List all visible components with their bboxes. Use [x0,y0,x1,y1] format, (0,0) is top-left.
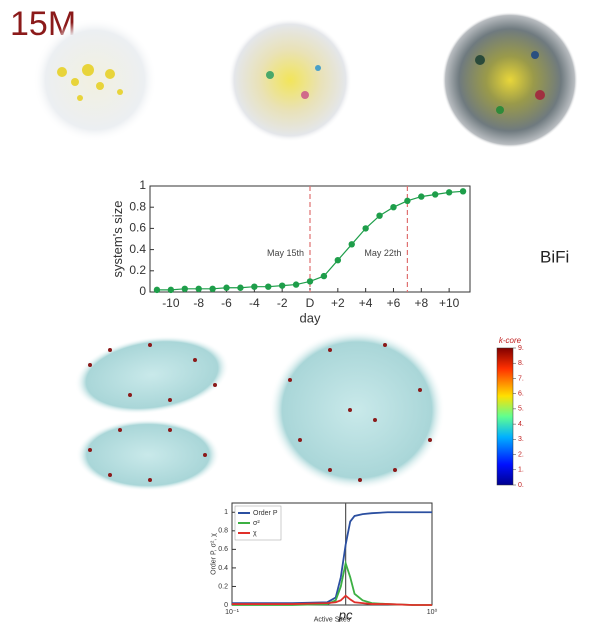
annotation: May 15th [267,248,304,258]
y-axis-label: Order P, σ², χ [211,533,218,575]
data-point [445,189,453,196]
x-axis-label: Active Sites [314,617,351,624]
legend-label: Order P [253,510,278,517]
y-tick-label: 0.2 [218,583,228,590]
data-point [223,284,230,291]
y-tick-label: 0.8 [129,199,146,213]
x-axis-label: day [300,311,321,326]
colorbar-tick-label: 0. [518,482,524,489]
colorbar-tick-label: 5. [518,406,524,413]
x-tick-label: -8 [193,296,204,310]
x-tick-label: +10 [439,296,460,310]
colorbar-tick-label: 8. [518,360,524,367]
x-tick-label: -4 [249,296,260,310]
data-point [348,241,355,248]
x-tick-label: +2 [331,296,345,310]
x-tick-label: -6 [221,296,232,310]
y-tick-label: 0.4 [218,565,228,572]
data-point [432,191,439,198]
colorbar-tick-label: 4. [518,421,524,428]
y-tick-label: 0 [139,284,146,298]
data-point [251,283,258,290]
data-point [209,285,216,293]
legend-label: χ [253,530,257,537]
x-tick-label: D [306,296,315,310]
y-tick-label: 0.2 [129,263,146,277]
data-point [237,284,244,291]
colorbar-tick-label: 6. [518,391,524,398]
x-tick-label: +4 [359,296,373,310]
y-axis-label: system's size [110,201,125,278]
colorbar-tick-label: 2. [518,451,524,458]
colorbar-tick-label: 1. [518,467,524,474]
data-point [167,286,175,294]
data-line [232,594,432,606]
data-point [404,197,411,205]
data-point [376,212,383,219]
data-point [334,257,342,264]
y-tick-label: 0.4 [129,242,146,256]
annotation: pc [338,607,353,622]
colorbar-tick-label: 3. [518,436,524,443]
plot-frame [231,502,433,606]
x-tick-label: 10⁻¹ [225,609,239,616]
y-tick-label: 0 [224,602,228,609]
colorbar [496,347,514,486]
data-point [153,286,161,294]
data-point [278,282,286,289]
data-point [265,283,272,290]
data-point [320,272,328,280]
y-tick-label: 0.6 [129,221,146,235]
data-point [362,225,369,232]
legend-label: σ² [253,520,260,527]
x-tick-label: +6 [387,296,401,310]
y-tick-label: 1 [224,509,228,516]
x-tick-label: +8 [414,296,428,310]
data-line [232,511,432,605]
x-tick-label: -2 [277,296,288,310]
y-tick-label: 1 [139,178,146,192]
colorbar-tick-label: 9. [518,345,524,352]
y-tick-label: 0.6 [218,546,228,553]
data-point [195,285,202,293]
x-tick-label: -10 [162,296,180,310]
x-tick-label: 10⁰ [427,608,438,616]
data-point [292,281,300,288]
network-images [33,12,578,491]
data-point [390,204,397,211]
colorbar-title: k-core [499,336,522,345]
data-point [459,188,467,195]
side-label: BiFi [540,247,569,266]
y-tick-label: 0.8 [218,528,228,535]
annotation: May 22th [364,248,401,258]
data-point [418,193,425,200]
colorbar-tick-label: 7. [518,375,524,382]
data-point [306,278,314,285]
data-point [181,285,188,293]
